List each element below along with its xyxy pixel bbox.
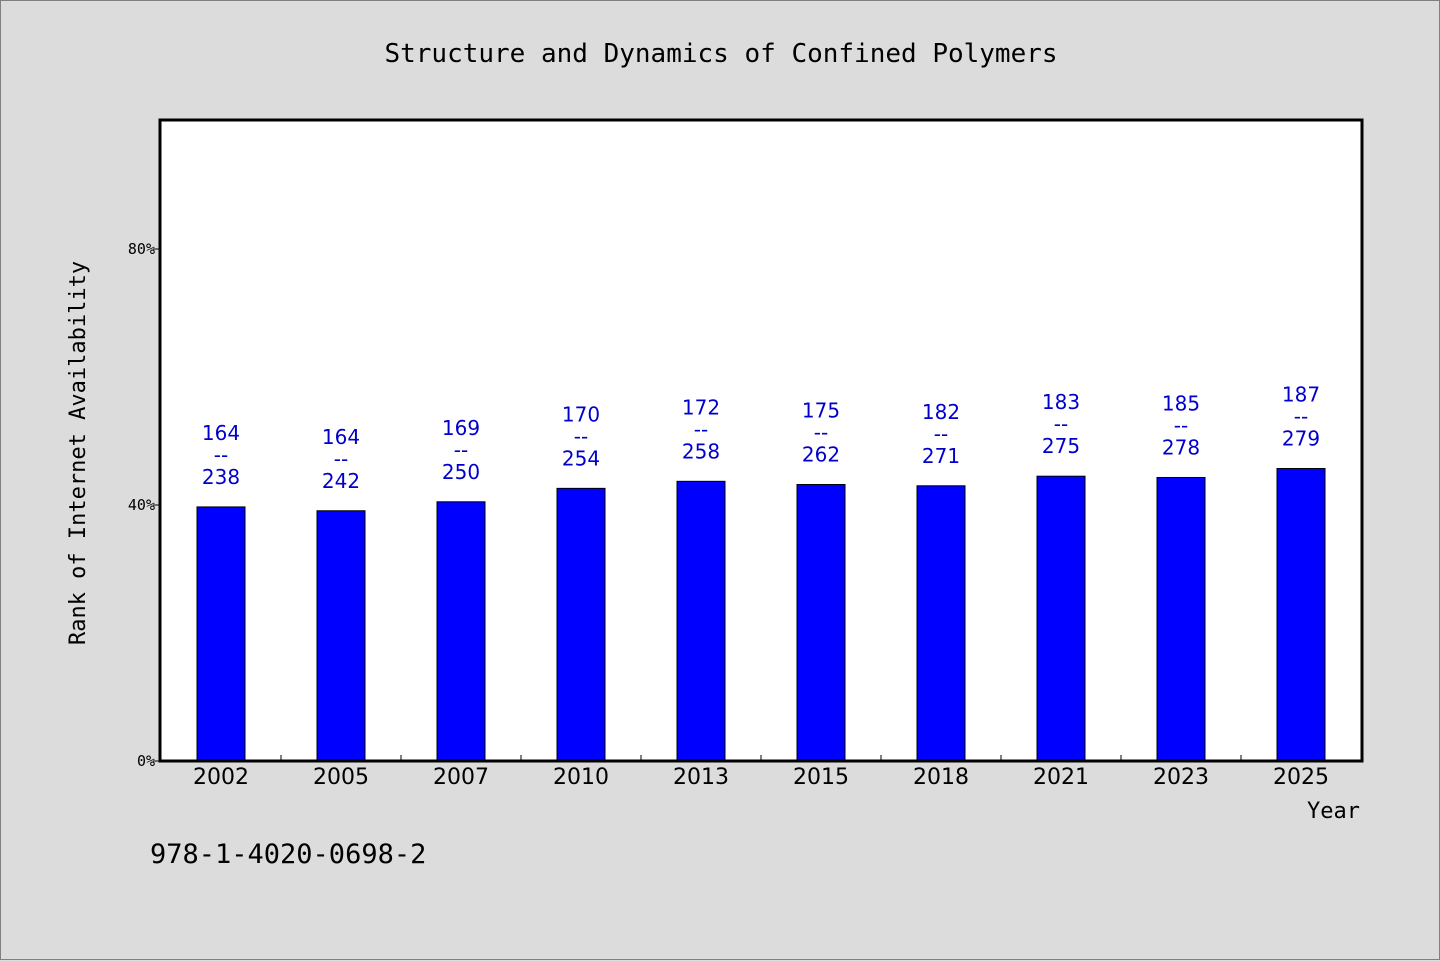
- x-tick-label-2010: 2010: [553, 765, 609, 790]
- x-tick-label-2015: 2015: [793, 765, 849, 790]
- data-label-2018-sep: --: [934, 422, 948, 446]
- x-tick-label-2018: 2018: [913, 765, 969, 790]
- data-label-2010-top: 170: [562, 402, 600, 426]
- data-label-2005-sep: --: [334, 447, 348, 471]
- data-label-2021-sep: --: [1054, 412, 1068, 436]
- x-tick-label-2007: 2007: [433, 765, 489, 790]
- bar-2025: [1276, 468, 1326, 762]
- bars-group: [196, 468, 1326, 762]
- bar-2018: [916, 485, 966, 762]
- data-label-2025-bottom: 279: [1282, 427, 1320, 451]
- y-axis-ticks: 0% 40% 80%: [128, 240, 161, 770]
- data-label-2023-top: 185: [1162, 391, 1200, 415]
- x-tick-label-2023: 2023: [1153, 765, 1209, 790]
- data-label-2002-sep: --: [214, 443, 228, 467]
- bar-2010: [556, 487, 606, 762]
- data-label-2021-top: 183: [1042, 390, 1080, 414]
- data-label-2007-sep: --: [454, 438, 468, 462]
- data-label-2013-top: 172: [682, 395, 720, 419]
- data-label-2015-bottom: 262: [802, 443, 840, 467]
- data-label-2013-bottom: 258: [682, 439, 720, 463]
- data-label-2018-top: 182: [922, 400, 960, 424]
- data-label-2015-sep: --: [814, 421, 828, 445]
- y-tick-label-0: 0%: [137, 752, 155, 770]
- plot-border: [158, 118, 1364, 763]
- bar-2021: [1036, 475, 1086, 762]
- data-label-2021-bottom: 275: [1042, 434, 1080, 458]
- data-label-2007-top: 169: [442, 416, 480, 440]
- data-label-2018-bottom: 271: [922, 444, 960, 468]
- x-axis-label: Year: [1307, 799, 1360, 824]
- bar-2002: [196, 506, 246, 762]
- x-tick-label-2013: 2013: [673, 765, 729, 790]
- data-label-2002-bottom: 238: [202, 465, 240, 489]
- data-label-2010-bottom: 254: [562, 446, 600, 470]
- x-tick-label-2025: 2025: [1273, 765, 1329, 790]
- bar-2005: [316, 510, 366, 762]
- data-label-2023-bottom: 278: [1162, 435, 1200, 459]
- x-tick-label-2021: 2021: [1033, 765, 1089, 790]
- data-label-2002-top: 164: [202, 421, 240, 445]
- data-label-2023-sep: --: [1174, 413, 1188, 437]
- bar-2023: [1156, 476, 1206, 762]
- data-label-2025-sep: --: [1294, 405, 1308, 429]
- bar-2015: [796, 484, 846, 762]
- x-axis-ticks: 2002 2005 2007 2010 2013 2015 2018 2021 2023 2025: [193, 755, 1329, 790]
- data-labels-group: 164--238164--242169--250170--254172--258…: [202, 383, 1320, 493]
- x-tick-label-2002: 2002: [193, 765, 249, 790]
- x-tick-label-2005: 2005: [313, 765, 369, 790]
- data-label-2005-top: 164: [322, 425, 360, 449]
- y-tick-label-40: 40%: [128, 496, 155, 514]
- isbn-text: 978-1-4020-0698-2: [150, 839, 426, 870]
- data-label-2005-bottom: 242: [322, 469, 360, 493]
- data-label-2007-bottom: 250: [442, 460, 480, 484]
- y-tick-label-80: 80%: [128, 240, 155, 258]
- chart-title: Structure and Dynamics of Confined Polym…: [384, 39, 1057, 69]
- y-axis-label: Rank of Internet Availability: [66, 261, 91, 645]
- data-label-2010-sep: --: [574, 424, 588, 448]
- data-label-2025-top: 187: [1282, 383, 1320, 407]
- bar-2007: [436, 501, 486, 762]
- data-label-2013-sep: --: [694, 417, 708, 441]
- data-label-2015-top: 175: [802, 399, 840, 423]
- bar-2013: [676, 480, 726, 762]
